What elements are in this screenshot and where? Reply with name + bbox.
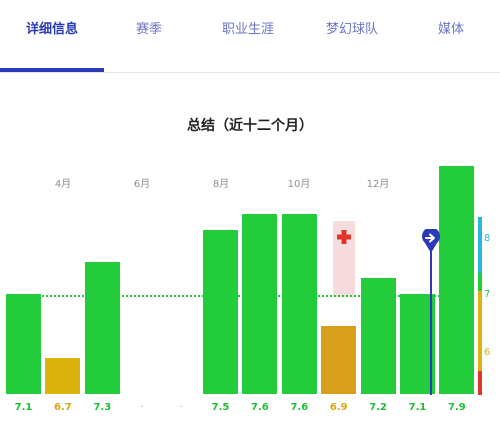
rating-value-label: 6.7 <box>54 402 72 413</box>
month-label: 6月 <box>133 179 151 190</box>
rating-bar[interactable] <box>84 262 120 394</box>
scale-segment-good <box>478 273 482 291</box>
tab-season[interactable]: 赛季 <box>135 22 162 37</box>
rating-bar[interactable] <box>6 294 41 394</box>
scale-segment-low <box>478 371 482 395</box>
rating-bar[interactable] <box>203 230 238 394</box>
rating-value-label: · <box>179 402 183 413</box>
active-tab-indicator <box>0 68 104 72</box>
month-label: 10月 <box>287 179 311 190</box>
transfer-line <box>430 251 432 395</box>
rating-value-label: 7.5 <box>211 402 230 413</box>
rating-bar[interactable] <box>242 214 278 394</box>
rating-value-label: · <box>140 402 144 413</box>
rating-bar[interactable] <box>400 294 435 394</box>
summary-title: 总结（近十二个月） <box>187 118 313 134</box>
month-label: 12月 <box>366 179 390 190</box>
rating-bar[interactable] <box>321 326 357 394</box>
rating-bar[interactable] <box>45 358 81 394</box>
rating-value-label: 7.1 <box>408 402 427 413</box>
scale-label-8: 8 <box>484 233 491 244</box>
rating-bar[interactable] <box>360 278 396 394</box>
rating-value-label: 7.6 <box>251 402 269 413</box>
arrow-right-circle-icon[interactable] <box>422 229 440 253</box>
scale-segment-high <box>478 217 482 273</box>
rating-bar[interactable] <box>281 214 317 394</box>
month-label: 4月 <box>54 179 72 190</box>
tab-details[interactable]: 详细信息 <box>25 22 78 37</box>
red-cross-icon <box>337 230 351 244</box>
tab-career[interactable]: 职业生涯 <box>221 22 274 37</box>
rating-value-label: 6.9 <box>329 402 348 413</box>
rating-value-label: 7.9 <box>448 402 466 413</box>
tab-media[interactable]: 媒体 <box>437 22 464 37</box>
tab-bar: 详细信息 赛季 职业生涯 梦幻球队 媒体 <box>0 0 500 73</box>
scale-label-7: 7 <box>484 289 491 300</box>
rating-value-label: 7.3 <box>93 402 112 413</box>
tab-fantasy[interactable]: 梦幻球队 <box>325 22 378 37</box>
rating-value-label: 7.2 <box>369 402 387 413</box>
rating-bar[interactable] <box>439 165 475 394</box>
scale-segment-average <box>478 291 482 371</box>
month-label: 8月 <box>212 179 230 190</box>
scale-label-6: 6 <box>484 347 491 358</box>
injury-marker <box>333 221 355 297</box>
rating-chart: 4月 6月 8月 10月 12月 2月 8 7 6 7.16.77.3··7.5… <box>0 165 500 435</box>
rating-value-label: 7.6 <box>290 402 309 413</box>
average-reference-line <box>6 295 472 297</box>
rating-value-label: 7.1 <box>14 402 33 413</box>
